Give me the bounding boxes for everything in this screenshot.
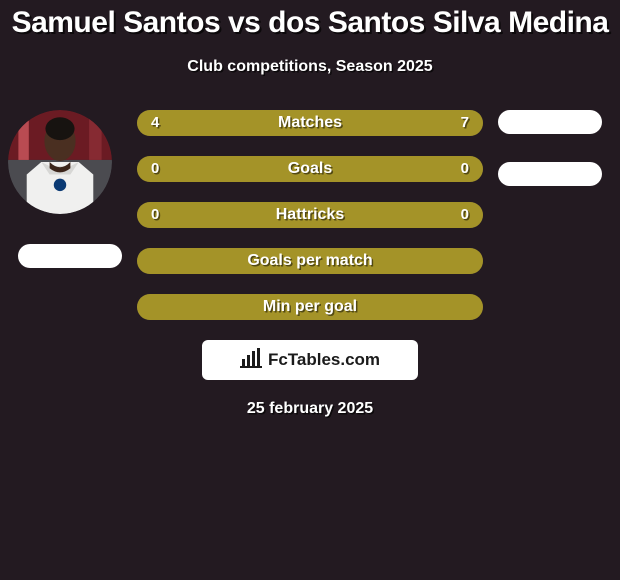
stat-row: 47Matches	[137, 110, 483, 136]
player-right-placeholder-1	[498, 110, 602, 134]
stat-bars: 47Matches 00Goals 00Hattricks Goals per mat…	[137, 110, 483, 320]
stat-label: Min per goal	[137, 294, 483, 320]
player-left-avatar	[8, 110, 112, 214]
player-right-placeholder-2	[498, 162, 602, 186]
stat-row: 00Goals	[137, 156, 483, 182]
watermark: FcTables.com	[202, 340, 418, 380]
stat-label: Matches	[137, 110, 483, 136]
subtitle: Club competitions, Season 2025	[0, 58, 620, 76]
player-left-placeholder	[18, 244, 122, 268]
watermark-text: FcTables.com	[268, 350, 380, 370]
comparison-card: Samuel Santos vs dos Santos Silva Medina…	[0, 0, 620, 580]
comparison-region: 47Matches 00Goals 00Hattricks Goals per mat…	[0, 110, 620, 418]
date-label: 25 february 2025	[0, 400, 620, 418]
stat-label: Goals per match	[137, 248, 483, 274]
page-title: Samuel Santos vs dos Santos Silva Medina	[0, 6, 620, 40]
stat-label: Goals	[137, 156, 483, 182]
stat-label: Hattricks	[137, 202, 483, 228]
stat-row: 00Hattricks	[137, 202, 483, 228]
stat-row: Min per goal	[137, 294, 483, 320]
stat-row: Goals per match	[137, 248, 483, 274]
chart-icon	[240, 348, 262, 373]
